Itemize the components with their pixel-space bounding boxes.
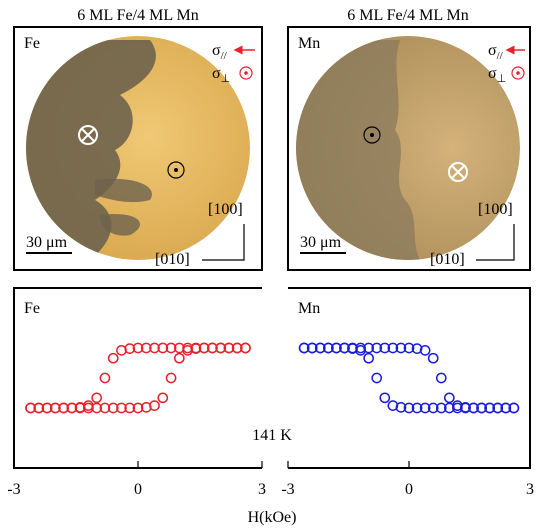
- data-point: [437, 373, 446, 382]
- x-tick-label: 3: [258, 481, 266, 498]
- x-tick-label: 0: [405, 481, 413, 498]
- data-point: [150, 401, 159, 410]
- annotation: 141 K: [252, 427, 292, 444]
- subscript: ⊥: [221, 73, 231, 85]
- x-tick-label: -3: [281, 481, 294, 498]
- panel-label: Mn: [298, 300, 320, 317]
- x-tick-label: 3: [526, 481, 534, 498]
- figure-canvas: 6 ML Fe/4 ML Mn Fe σ// σ⊥ [100] [010] 30…: [0, 0, 539, 529]
- data-point: [380, 393, 389, 402]
- subscript: //: [221, 50, 228, 62]
- data-point: [445, 393, 454, 402]
- x-tick-label: -3: [7, 481, 20, 498]
- axis-label: [100]: [478, 201, 513, 218]
- micrograph: [290, 36, 520, 260]
- panel-label: Fe: [24, 35, 40, 52]
- subscript: ⊥: [497, 73, 507, 85]
- data-point: [109, 354, 118, 363]
- axis-label: [010]: [155, 251, 190, 268]
- panel-label: Fe: [24, 300, 40, 317]
- data-point: [364, 354, 373, 363]
- plot-frame: [288, 288, 530, 468]
- panel-label: Mn: [298, 35, 320, 52]
- data-point: [175, 354, 184, 363]
- out-symbol: [244, 71, 248, 75]
- data-point: [166, 373, 175, 382]
- legend-parallel: σ//: [488, 42, 504, 62]
- data-point: [100, 373, 109, 382]
- x-tick-label: 0: [134, 481, 142, 498]
- out-symbol: [370, 133, 374, 137]
- subscript: //: [497, 50, 504, 62]
- scale-bar-label: 30 μm: [26, 234, 68, 251]
- out-symbol: [516, 71, 520, 75]
- out-symbol: [174, 168, 178, 172]
- axis-label: [100]: [208, 201, 243, 218]
- axis-label: [010]: [430, 251, 465, 268]
- figure: 6 ML Fe/4 ML Mn Fe σ// σ⊥ [100] [010] 30…: [0, 0, 539, 529]
- legend-parallel: σ//: [212, 42, 228, 62]
- data-point: [92, 393, 101, 402]
- data-point: [158, 393, 167, 402]
- panel-title: 6 ML Fe/4 ML Mn: [77, 7, 198, 24]
- data-point: [372, 373, 381, 382]
- panel-title: 6 ML Fe/4 ML Mn: [347, 7, 468, 24]
- scale-bar-label: 30 μm: [300, 234, 342, 251]
- data-point: [429, 354, 438, 363]
- x-axis-label: H(kOe): [248, 509, 297, 526]
- plot-frame: [14, 288, 262, 468]
